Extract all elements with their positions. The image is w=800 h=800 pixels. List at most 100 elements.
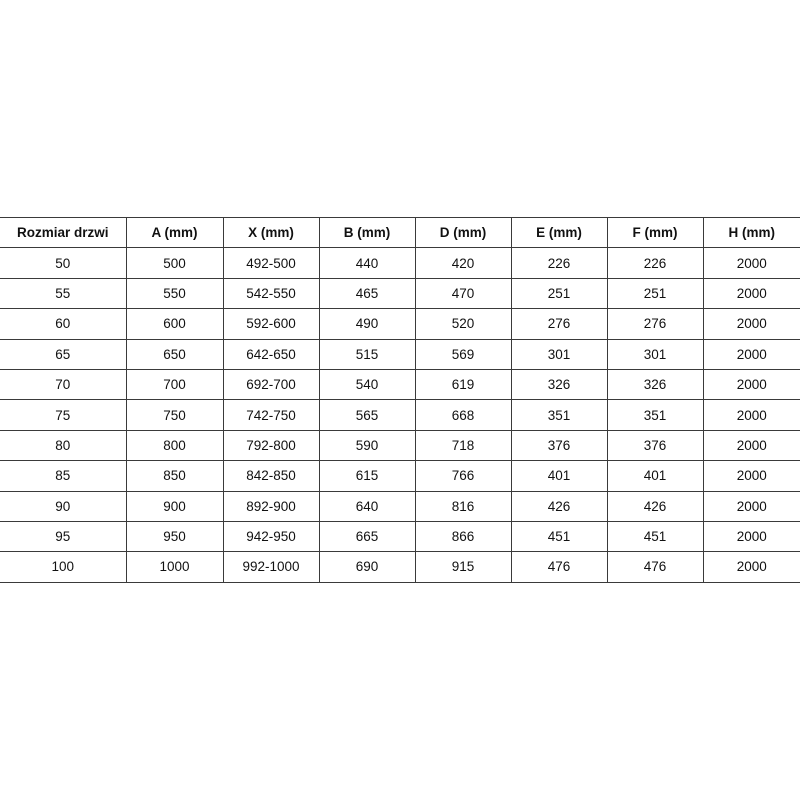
table-cell: 351	[510, 399, 608, 431]
table-cell: 60	[0, 308, 127, 340]
table-row: 50 500 492-500 440 420 226 226 2000	[0, 247, 800, 279]
table-cell: 55	[0, 277, 127, 310]
table-cell: 692-700	[222, 368, 320, 401]
table-cell: 276	[606, 308, 704, 340]
table-cell: 542-550	[222, 277, 320, 310]
table-cell: 665	[318, 520, 416, 553]
column-header: Rozmiar drzwi	[0, 216, 127, 249]
table-cell: 70	[0, 368, 127, 401]
table-cell: 915	[414, 551, 512, 583]
table-cell: 50	[0, 247, 127, 279]
table-cell: 742-750	[222, 399, 320, 431]
table-cell: 2000	[702, 399, 800, 431]
table-row: 100 1000 992-1000 690 915 476 476 2000	[0, 551, 800, 583]
table-cell: 842-850	[222, 460, 320, 492]
table-cell: 2000	[702, 551, 800, 583]
table-cell: 420	[414, 247, 512, 279]
table-cell: 565	[318, 399, 416, 431]
table-cell: 992-1000	[222, 551, 320, 583]
table-row: 90 900 892-900 640 816 426 426 2000	[0, 490, 800, 522]
table-cell: 226	[606, 247, 704, 279]
table-cell: 2000	[702, 520, 800, 553]
table-cell: 590	[318, 429, 416, 462]
table-cell: 668	[414, 399, 512, 431]
table-cell: 440	[318, 247, 416, 279]
table-row: 75 750 742-750 565 668 351 351 2000	[0, 399, 800, 431]
table-cell: 351	[606, 399, 704, 431]
table-cell: 2000	[702, 429, 800, 462]
table-cell: 465	[318, 277, 416, 310]
table-cell: 470	[414, 277, 512, 310]
table-cell: 376	[606, 429, 704, 462]
table-cell: 942-950	[222, 520, 320, 553]
table-cell: 1000	[125, 551, 224, 583]
table-cell: 950	[125, 520, 224, 553]
table-cell: 492-500	[222, 247, 320, 279]
table-cell: 569	[414, 338, 512, 370]
table-cell: 326	[510, 368, 608, 401]
table-cell: 451	[510, 520, 608, 553]
table-cell: 95	[0, 520, 127, 553]
table-cell: 376	[510, 429, 608, 462]
table-cell: 592-600	[222, 308, 320, 340]
table-cell: 700	[125, 368, 224, 401]
column-header: A (mm)	[125, 216, 224, 249]
table-cell: 2000	[702, 247, 800, 279]
table-cell: 251	[606, 277, 704, 310]
table-cell: 850	[125, 460, 224, 492]
table-cell: 792-800	[222, 429, 320, 462]
table-cell: 690	[318, 551, 416, 583]
table-cell: 451	[606, 520, 704, 553]
table-cell: 301	[510, 338, 608, 370]
column-header: D (mm)	[414, 216, 512, 249]
table-cell: 2000	[702, 338, 800, 370]
table-cell: 2000	[702, 277, 800, 310]
table-cell: 2000	[702, 460, 800, 492]
table-cell: 276	[510, 308, 608, 340]
column-header: H (mm)	[702, 216, 800, 249]
table-cell: 476	[606, 551, 704, 583]
table-row: 95 950 942-950 665 866 451 451 2000	[0, 520, 800, 553]
table-cell: 650	[125, 338, 224, 370]
table-row: 80 800 792-800 590 718 376 376 2000	[0, 429, 800, 462]
table-cell: 540	[318, 368, 416, 401]
table-cell: 75	[0, 399, 127, 431]
table-cell: 642-650	[222, 338, 320, 370]
table-cell: 800	[125, 429, 224, 462]
table-cell: 426	[606, 490, 704, 522]
table-cell: 401	[510, 460, 608, 492]
table-row: 55 550 542-550 465 470 251 251 2000	[0, 277, 800, 310]
table-cell: 426	[510, 490, 608, 522]
table-cell: 550	[125, 277, 224, 310]
header-row: Rozmiar drzwi A (mm) X (mm) B (mm) D (mm) E (…	[0, 216, 800, 249]
column-header: F (mm)	[606, 216, 704, 249]
column-header: B (mm)	[318, 216, 416, 249]
table-cell: 476	[510, 551, 608, 583]
table-cell: 326	[606, 368, 704, 401]
table-cell: 500	[125, 247, 224, 279]
table-cell: 816	[414, 490, 512, 522]
table-cell: 718	[414, 429, 512, 462]
table-cell: 615	[318, 460, 416, 492]
table-cell: 90	[0, 490, 127, 522]
table-cell: 520	[414, 308, 512, 340]
table-row: 60 600 592-600 490 520 276 276 2000	[0, 308, 800, 340]
table-cell: 900	[125, 490, 224, 522]
table-cell: 515	[318, 338, 416, 370]
table-cell: 866	[414, 520, 512, 553]
column-header: X (mm)	[222, 216, 320, 249]
table-cell: 640	[318, 490, 416, 522]
table-cell: 750	[125, 399, 224, 431]
table-cell: 65	[0, 338, 127, 370]
table-cell: 85	[0, 460, 127, 492]
column-header: E (mm)	[510, 216, 608, 249]
table-cell: 2000	[702, 490, 800, 522]
table-cell: 2000	[702, 368, 800, 401]
table-cell: 80	[0, 429, 127, 462]
table-cell: 251	[510, 277, 608, 310]
table-cell: 892-900	[222, 490, 320, 522]
table-cell: 401	[606, 460, 704, 492]
dimensions-table: Rozmiar drzwi A (mm) X (mm) B (mm) D (mm) E (…	[0, 216, 800, 583]
table-cell: 226	[510, 247, 608, 279]
table-row: 65 650 642-650 515 569 301 301 2000	[0, 338, 800, 370]
